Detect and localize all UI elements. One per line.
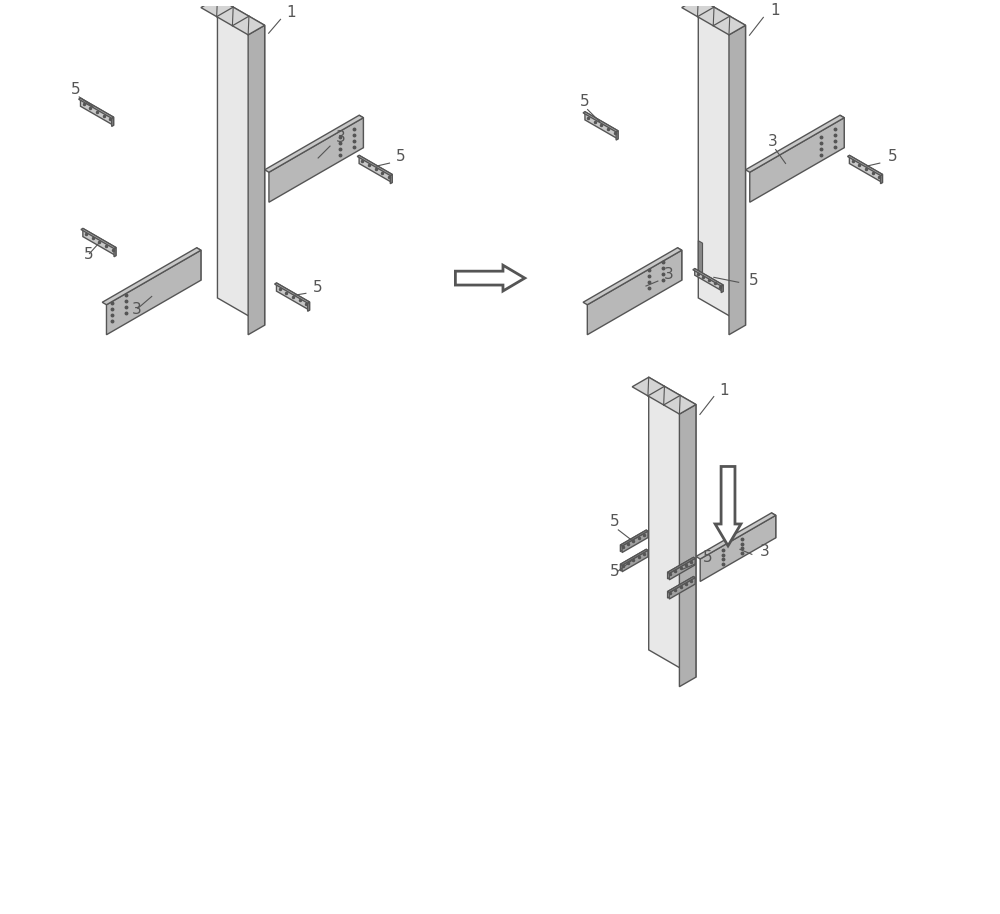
Polygon shape: [79, 98, 114, 118]
Polygon shape: [620, 549, 646, 571]
Text: 3: 3: [760, 545, 770, 559]
Text: 5: 5: [749, 273, 758, 288]
Polygon shape: [848, 155, 882, 175]
Polygon shape: [849, 155, 882, 183]
Polygon shape: [217, 0, 265, 325]
Polygon shape: [649, 377, 696, 677]
Polygon shape: [668, 577, 695, 592]
Polygon shape: [668, 577, 694, 598]
Text: 5: 5: [580, 93, 589, 109]
Text: 5: 5: [610, 514, 620, 529]
Polygon shape: [668, 558, 695, 573]
Polygon shape: [620, 530, 646, 552]
Polygon shape: [106, 250, 201, 335]
Polygon shape: [729, 26, 746, 335]
Text: 5: 5: [84, 247, 93, 261]
Text: 5: 5: [313, 281, 322, 295]
Text: 5: 5: [71, 82, 81, 97]
Polygon shape: [678, 248, 682, 281]
Polygon shape: [698, 240, 703, 273]
Polygon shape: [390, 175, 392, 184]
Polygon shape: [265, 115, 363, 172]
Polygon shape: [276, 283, 310, 310]
Polygon shape: [275, 283, 310, 303]
Polygon shape: [197, 248, 201, 281]
Text: 3: 3: [132, 303, 142, 317]
Polygon shape: [679, 405, 696, 686]
Polygon shape: [622, 531, 648, 553]
Polygon shape: [622, 550, 648, 572]
Polygon shape: [698, 0, 746, 325]
Text: 5: 5: [395, 149, 405, 165]
Polygon shape: [668, 558, 694, 579]
Polygon shape: [308, 302, 310, 312]
Text: 1: 1: [770, 4, 780, 18]
Polygon shape: [81, 228, 116, 249]
Polygon shape: [840, 115, 844, 148]
Polygon shape: [715, 466, 741, 546]
Text: 1: 1: [286, 5, 296, 20]
Polygon shape: [771, 513, 776, 537]
Polygon shape: [359, 155, 392, 183]
Polygon shape: [112, 117, 114, 126]
Polygon shape: [696, 513, 776, 559]
Polygon shape: [201, 0, 265, 35]
Text: 3: 3: [768, 133, 777, 149]
Polygon shape: [585, 112, 618, 139]
Text: 3: 3: [336, 130, 346, 145]
Polygon shape: [83, 228, 116, 256]
Polygon shape: [620, 549, 648, 565]
Polygon shape: [669, 578, 695, 599]
Polygon shape: [583, 112, 618, 132]
Polygon shape: [587, 250, 682, 335]
Polygon shape: [682, 0, 746, 35]
Polygon shape: [669, 558, 695, 579]
Polygon shape: [620, 530, 648, 546]
Polygon shape: [114, 248, 116, 257]
Polygon shape: [616, 131, 618, 140]
Polygon shape: [359, 115, 363, 148]
Polygon shape: [248, 26, 265, 335]
Text: 1: 1: [720, 383, 729, 398]
Polygon shape: [455, 265, 525, 291]
Polygon shape: [102, 248, 201, 304]
Text: 5: 5: [888, 149, 897, 165]
Polygon shape: [269, 118, 363, 202]
Polygon shape: [746, 115, 844, 172]
Polygon shape: [695, 269, 723, 292]
Polygon shape: [721, 285, 723, 292]
Text: 5: 5: [703, 550, 712, 565]
Polygon shape: [583, 248, 682, 304]
Polygon shape: [881, 175, 882, 184]
Polygon shape: [632, 377, 696, 414]
Polygon shape: [750, 118, 844, 202]
Polygon shape: [693, 269, 723, 286]
Polygon shape: [357, 155, 392, 175]
Text: 5: 5: [610, 564, 620, 579]
Polygon shape: [700, 515, 776, 581]
Text: 3: 3: [664, 267, 674, 282]
Polygon shape: [81, 98, 114, 125]
